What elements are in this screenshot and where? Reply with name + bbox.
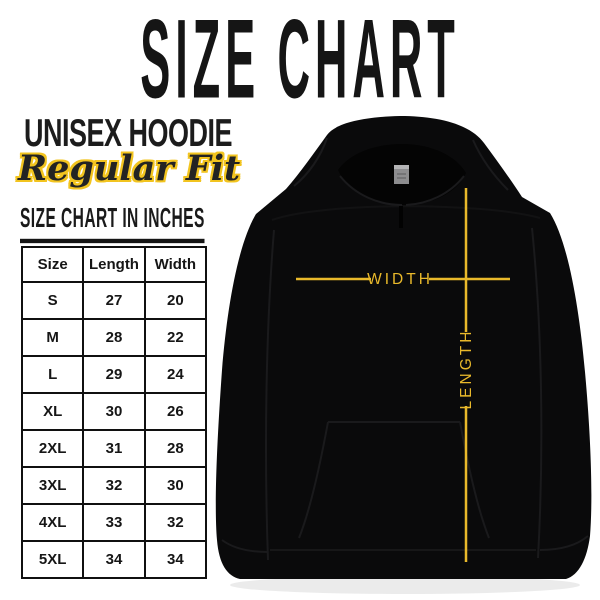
cell-length: 34 (82, 540, 146, 579)
cell-length: 32 (82, 466, 146, 505)
table-row: 2XL 31 28 (20, 429, 208, 468)
left-cuff (221, 539, 269, 553)
cell-width: 20 (143, 281, 208, 320)
cell-length: 30 (82, 392, 146, 431)
table-row: M 28 22 (20, 318, 208, 357)
hood-rim (339, 175, 465, 206)
cell-size: 4XL (20, 503, 85, 542)
cell-width: 24 (143, 355, 208, 394)
cell-width: 28 (143, 429, 208, 468)
pocket-outline (298, 421, 490, 539)
cell-size: 2XL (20, 429, 85, 468)
cell-length: 28 (82, 318, 146, 357)
cell-width: 26 (143, 392, 208, 431)
cell-length: 27 (82, 281, 146, 320)
page-title: SIZE CHART (140, 0, 460, 123)
cell-length: 33 (82, 503, 146, 542)
cell-size: L (20, 355, 85, 394)
cell-length: 31 (82, 429, 146, 468)
neck-tag (394, 165, 409, 184)
cell-size: 5XL (20, 540, 85, 579)
shoulder-highlight (271, 205, 541, 221)
cell-size: XL (20, 392, 85, 431)
table-row: XL 30 26 (20, 392, 208, 431)
hoodie-diagram: WIDTH LENGTH (215, 116, 592, 594)
hood-fold-right (472, 139, 509, 191)
table-row: 5XL 34 34 (20, 540, 208, 579)
table-row: S 27 20 (20, 281, 208, 320)
table-row: 4XL 33 32 (20, 503, 208, 542)
units-heading: SIZE CHART IN INCHES (20, 204, 205, 243)
hood-fold-left (293, 137, 328, 187)
length-label: LENGTH (458, 329, 475, 410)
cell-size: S (20, 281, 85, 320)
hoodie-body (215, 116, 592, 579)
table-row: 3XL 32 30 (20, 466, 208, 505)
cell-width: 30 (143, 466, 208, 505)
hoodie-shadow (230, 576, 580, 594)
fit-style-heading: Regular Fit (18, 148, 241, 189)
col-header-size: Size (20, 246, 85, 283)
width-label: WIDTH (367, 271, 433, 288)
cell-size: 3XL (20, 466, 85, 505)
right-sleeve-seam (531, 227, 543, 559)
col-header-length: Length (82, 246, 146, 283)
size-table-header-row: Size Length Width (20, 246, 208, 283)
cell-width: 34 (143, 540, 208, 579)
cell-width: 22 (143, 318, 208, 357)
right-cuff (539, 535, 589, 551)
left-sleeve-seam (265, 229, 275, 561)
col-header-width: Width (143, 246, 208, 283)
cell-length: 29 (82, 355, 146, 394)
size-table: Size Length Width S 27 20 M 28 22 L 29 2… (20, 246, 208, 579)
cell-width: 32 (143, 503, 208, 542)
table-row: L 29 24 (20, 355, 208, 394)
product-name-heading: UNISEX HOODIE (23, 111, 233, 155)
cell-size: M (20, 318, 85, 357)
